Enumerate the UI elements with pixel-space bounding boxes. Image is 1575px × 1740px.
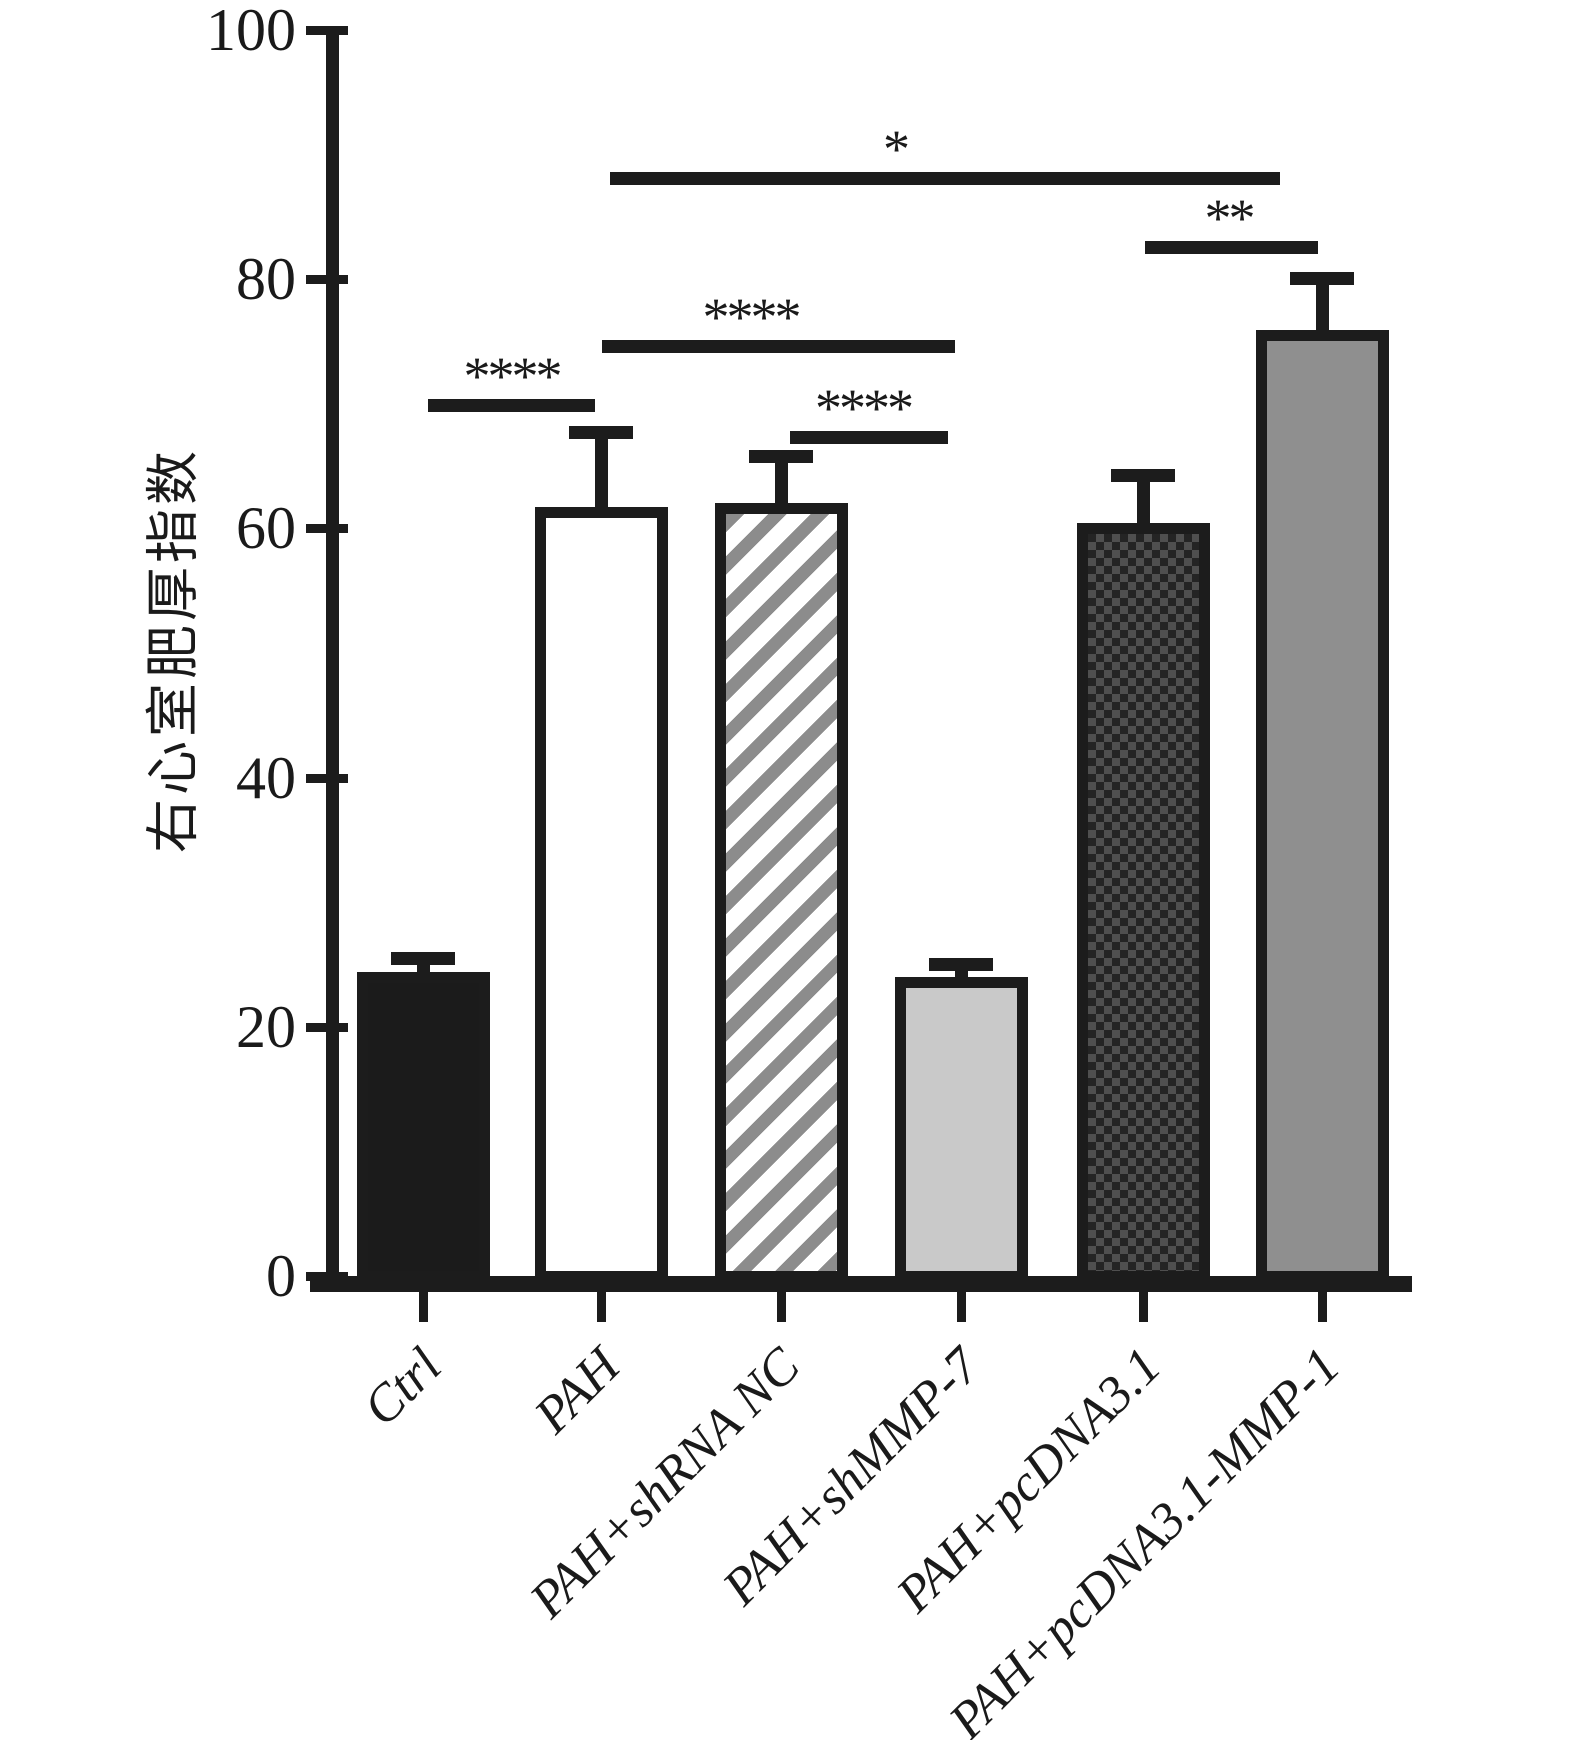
bar-pah-shrna-nc <box>714 503 848 1282</box>
sig-bracket-pah-pcdna3-1-vs-pah-pcdna3-1-mmp-1 <box>1145 240 1318 254</box>
x-tick-pah-pcdna3-1-mmp-1 <box>1318 1292 1327 1322</box>
bar-pah <box>534 507 668 1282</box>
sig-bracket-pah-vs-pah-pcdna3-1-mmp-1 <box>610 172 1280 186</box>
bar-pah-shmmp-7 <box>894 976 1028 1282</box>
error-bar-cap-ctrl <box>391 952 455 966</box>
x-tick-pah-pcdna3-1 <box>1139 1292 1148 1322</box>
x-tick-pah-shrna-nc <box>777 1292 786 1322</box>
y-tick-label: 80 <box>236 246 296 313</box>
error-bar-cap-pah-shrna-nc <box>749 449 813 463</box>
sig-stars-pah-shrna-nc-vs-pah-shmmp-7: **** <box>815 378 914 439</box>
error-bar-cap-pah <box>569 426 633 440</box>
bar-ctrl <box>356 971 490 1282</box>
y-tick-label: 0 <box>266 1243 296 1309</box>
sig-stars-ctrl-vs-pah: **** <box>463 346 563 407</box>
y-tick-label: 60 <box>236 495 296 562</box>
sig-bracket-ctrl-vs-pah <box>428 399 595 413</box>
error-bar-stem-pah-pcdna3-1 <box>1136 480 1150 526</box>
sig-stars-pah-vs-pah-shmmp-7: **** <box>702 287 802 348</box>
bar-pah-pcdna3-1-mmp-1 <box>1255 330 1389 1282</box>
error-bar-stem-ctrl <box>416 964 430 974</box>
error-bar-stem-pah-shrna-nc <box>774 461 788 506</box>
error-bar-stem-pah-shmmp-7 <box>954 970 968 979</box>
y-tick-label: 40 <box>236 744 296 811</box>
bar-pah-pcdna3-1 <box>1076 523 1210 1282</box>
y-tick-label: 100 <box>206 0 296 63</box>
x-tick-pah <box>597 1292 606 1322</box>
sig-stars-pah-pcdna3-1-vs-pah-pcdna3-1-mmp-1: ** <box>1204 187 1256 248</box>
x-tick-pah-shmmp-7 <box>957 1292 966 1322</box>
y-axis-line <box>326 30 339 1292</box>
error-bar-stem-pah-pcdna3-1-mmp-1 <box>1315 283 1329 333</box>
error-bar-cap-pah-pcdna3-1 <box>1111 468 1175 482</box>
x-tick-ctrl <box>419 1292 428 1322</box>
sig-bracket-pah-vs-pah-shmmp-7 <box>602 340 955 354</box>
sig-bracket-pah-shrna-nc-vs-pah-shmmp-7 <box>790 431 948 445</box>
sig-stars-pah-vs-pah-pcdna3-1-mmp-1: * <box>883 119 910 180</box>
error-bar-cap-pah-pcdna3-1-mmp-1 <box>1290 271 1354 285</box>
x-label-ctrl: Ctrl <box>353 1337 453 1437</box>
error-bar-stem-pah <box>594 438 608 510</box>
y-tick-label: 20 <box>236 993 296 1060</box>
x-axis-line <box>310 1276 1412 1292</box>
error-bar-cap-pah-shmmp-7 <box>929 958 993 972</box>
x-label-pah: PAH <box>523 1337 631 1445</box>
